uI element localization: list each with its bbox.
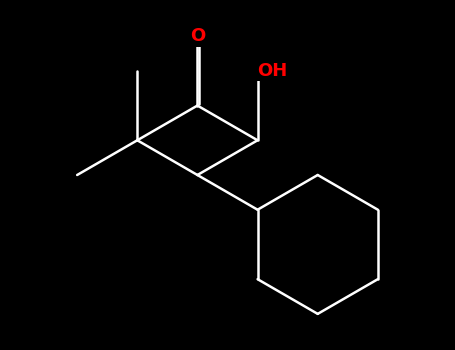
Text: O: O [190,27,205,45]
Text: OH: OH [258,62,288,80]
